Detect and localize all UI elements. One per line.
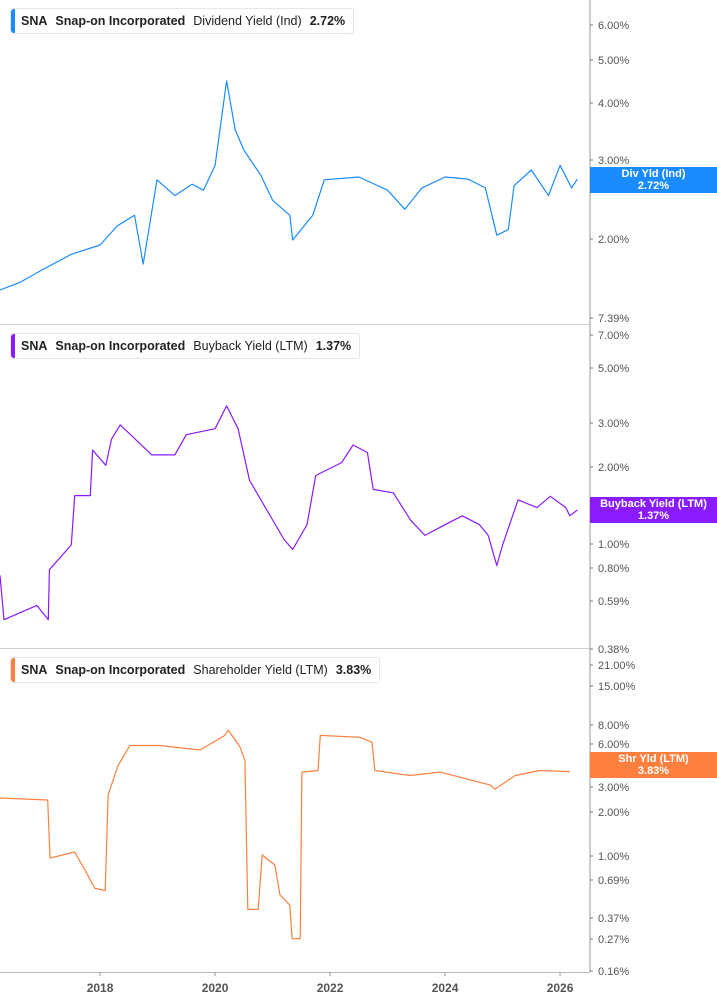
y-tick-label: 4.00% xyxy=(598,98,629,110)
legend-color-bar xyxy=(11,9,15,33)
legend-ticker: SNA xyxy=(21,339,48,353)
legend-ticker: SNA xyxy=(21,14,48,28)
legend-metric: Dividend Yield (Ind) xyxy=(193,14,302,28)
y-tick-label: 7.39% xyxy=(598,313,629,325)
y-tick-label: 7.00% xyxy=(598,330,629,342)
y-tick-label: 6.00% xyxy=(598,20,629,32)
y-tick-label: 0.80% xyxy=(598,563,629,575)
y-tick-label: 15.00% xyxy=(598,681,636,693)
y-tick-label: 1.00% xyxy=(598,851,629,863)
y-tick-label: 21.00% xyxy=(598,660,636,672)
tag-value: 2.72% xyxy=(637,180,670,192)
tag-value: 1.37% xyxy=(637,510,670,522)
legend-dividend-yield: SNA Snap-on Incorporated Dividend Yield … xyxy=(10,8,355,34)
tag-label: Shr Yld (LTM) xyxy=(618,753,689,765)
y-tick-label: 0.38% xyxy=(598,644,629,656)
y-tick-label: 0.27% xyxy=(598,934,629,946)
x-tick-label: 2020 xyxy=(202,981,229,995)
y-tick-label: 5.00% xyxy=(598,55,629,67)
legend-value: 3.83% xyxy=(335,663,372,677)
current-value-tag-shareholder: Shr Yld (LTM) 3.83% xyxy=(590,752,717,778)
tag-label: Buyback Yield (LTM) xyxy=(600,498,707,510)
legend-company: Snap-on Incorporated xyxy=(55,663,186,677)
y-tick-label: 8.00% xyxy=(598,720,629,732)
legend-metric: Buyback Yield (LTM) xyxy=(193,339,308,353)
y-tick-label: 2.00% xyxy=(598,462,629,474)
legend-company: Snap-on Incorporated xyxy=(55,339,186,353)
legend-color-bar xyxy=(11,334,15,358)
tag-label: Div Yld (Ind) xyxy=(621,168,686,180)
series-line xyxy=(0,80,578,291)
legend-metric: Shareholder Yield (LTM) xyxy=(193,663,328,677)
legend-value: 1.37% xyxy=(315,339,352,353)
y-tick-label: 0.16% xyxy=(598,966,629,978)
y-tick-label: 2.00% xyxy=(598,807,629,819)
y-tick-label: 2.00% xyxy=(598,234,629,246)
y-tick-label: 3.00% xyxy=(598,155,629,167)
y-tick-label: 6.00% xyxy=(598,739,629,751)
y-tick-label: 1.00% xyxy=(598,539,629,551)
x-tick-label: 2018 xyxy=(87,981,114,995)
legend-color-bar xyxy=(11,658,15,682)
current-value-tag-buyback: Buyback Yield (LTM) 1.37% xyxy=(590,497,717,523)
x-tick-label: 2026 xyxy=(547,981,574,995)
y-tick-label: 0.37% xyxy=(598,913,629,925)
y-tick-label: 5.00% xyxy=(598,363,629,375)
series-line xyxy=(0,405,578,621)
y-tick-label: 0.69% xyxy=(598,875,629,887)
x-tick-label: 2022 xyxy=(317,981,344,995)
legend-shareholder-yield: SNA Snap-on Incorporated Shareholder Yie… xyxy=(10,657,381,683)
legend-ticker: SNA xyxy=(21,663,48,677)
legend-buyback-yield: SNA Snap-on Incorporated Buyback Yield (… xyxy=(10,333,361,359)
current-value-tag-dividend: Div Yld (Ind) 2.72% xyxy=(590,167,717,193)
y-tick-label: 3.00% xyxy=(598,418,629,430)
x-tick-label: 2024 xyxy=(432,981,459,995)
legend-value: 2.72% xyxy=(309,14,346,28)
legend-company: Snap-on Incorporated xyxy=(55,14,186,28)
series-line xyxy=(0,729,570,940)
y-tick-label: 3.00% xyxy=(598,782,629,794)
tag-value: 3.83% xyxy=(637,765,670,777)
y-tick-label: 0.59% xyxy=(598,596,629,608)
